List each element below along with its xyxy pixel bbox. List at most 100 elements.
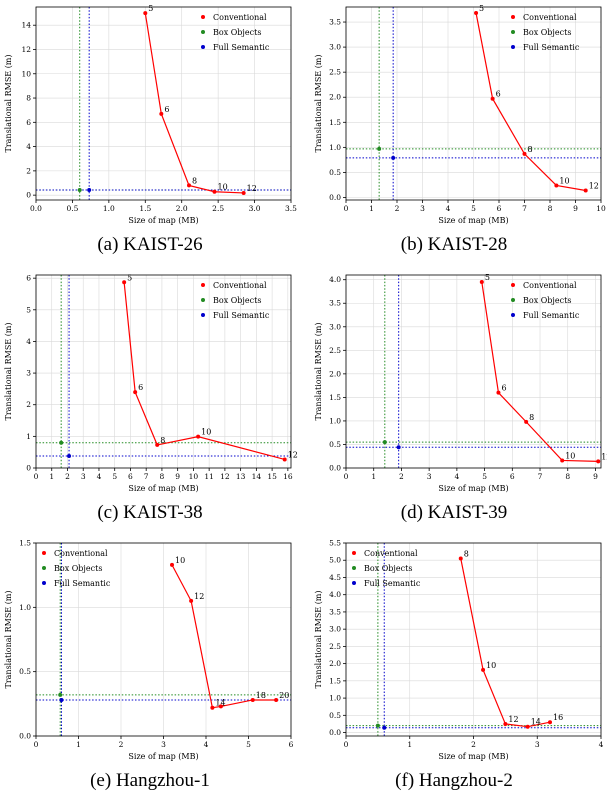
x-axis-label: Size of map (MB): [438, 752, 508, 761]
box-objects-point: [382, 440, 387, 445]
x-tick-label: 14: [252, 472, 262, 481]
y-tick-label: 10: [21, 69, 31, 78]
y-tick-label: 2.5: [329, 68, 341, 77]
y-tick-label: 0.5: [329, 711, 341, 720]
y-tick-label: 0.5: [329, 440, 341, 449]
y-tick-label: 3: [26, 369, 31, 378]
caption-e: (e) Hangzhou-1: [90, 770, 210, 791]
x-tick-label: 4: [454, 472, 459, 481]
conventional-point: [155, 442, 160, 447]
conventional-point-label: 12: [288, 450, 298, 459]
legend-marker: [511, 30, 515, 34]
conventional-point-label: 18: [256, 691, 266, 700]
legend-label: Conventional: [213, 13, 267, 22]
conventional-series-line: [144, 12, 244, 194]
y-tick-label: 3.5: [329, 299, 341, 308]
x-tick-label: 6: [510, 472, 515, 481]
x-tick-label: 10: [596, 204, 606, 213]
y-tick-label: 1.0: [19, 603, 31, 612]
x-tick-label: 8: [565, 472, 570, 481]
x-tick-label: 7: [538, 472, 543, 481]
legend-marker: [42, 566, 46, 570]
legend-marker: [201, 283, 205, 287]
y-tick-label: 3.5: [329, 18, 341, 27]
y-tick-label: 1.5: [19, 539, 31, 548]
y-tick-label: 3.0: [329, 43, 341, 52]
legend-marker: [511, 313, 515, 317]
x-tick-label: 4: [97, 472, 102, 481]
conventional-point: [596, 459, 601, 464]
conventional-point-label: 5: [479, 4, 484, 13]
conventional-series-line: [475, 12, 586, 192]
full-semantic-point: [67, 453, 72, 458]
x-axis-label: Size of map (MB): [128, 216, 198, 225]
legend-marker: [201, 313, 205, 317]
x-tick-label: 0: [344, 740, 349, 749]
x-tick-label: 13: [236, 472, 246, 481]
x-tick-label: 15: [267, 472, 277, 481]
y-tick-label: 0.0: [19, 732, 31, 741]
conventional-point-label: 20: [279, 691, 289, 700]
x-tick-label: 16: [283, 472, 293, 481]
legend-marker: [352, 566, 356, 570]
y-tick-label: 0.0: [329, 464, 341, 473]
y-tick-label: 2: [26, 400, 31, 409]
conventional-point-label: 5: [127, 273, 132, 282]
x-tick-label: 5: [246, 740, 251, 749]
x-tick-label: 2: [395, 204, 400, 213]
conventional-point-label: 10: [559, 176, 569, 185]
conventional-point-label: 8: [529, 413, 534, 422]
x-tick-label: 9: [573, 204, 578, 213]
y-tick-label: 2.5: [329, 346, 341, 355]
plot-frame: [35, 274, 292, 469]
y-tick-label: 3.0: [329, 625, 341, 634]
conventional-point: [560, 458, 565, 463]
x-tick-label: 11: [204, 472, 214, 481]
x-tick-label: 9: [175, 472, 180, 481]
conventional-point-label: 10: [218, 183, 228, 192]
conventional-point-label: 12: [247, 184, 257, 193]
conventional-point: [524, 419, 529, 424]
box-objects-point: [77, 188, 82, 193]
x-axis-label: Size of map (MB): [128, 484, 198, 493]
conventional-point: [522, 151, 527, 156]
y-tick-label: 4.5: [329, 573, 341, 582]
conventional-point-label: 10: [565, 451, 575, 460]
y-tick-label: 1.0: [329, 416, 341, 425]
y-tick-label: 4.0: [329, 590, 341, 599]
y-axis-label: Translational RMSE (m): [4, 590, 13, 688]
conventional-point: [474, 11, 479, 16]
conventional-point: [583, 188, 588, 193]
conventional-point: [133, 390, 138, 395]
caption-b: (b) KAIST-28: [400, 234, 508, 255]
x-tick-label: 2.5: [212, 204, 224, 213]
conventional-point-label: 12: [589, 181, 599, 190]
full-semantic-point: [391, 155, 396, 160]
y-tick-label: 12: [21, 45, 31, 54]
chart-panel-3: 568101201234567890.00.51.01.52.02.53.03.…: [314, 273, 607, 493]
full-semantic-point: [396, 445, 401, 450]
y-tick-label: 4: [26, 337, 31, 346]
conventional-point-label: 12: [601, 452, 607, 461]
x-tick-label: 4: [599, 740, 604, 749]
x-tick-label: 0: [34, 740, 39, 749]
x-tick-label: 1: [369, 204, 374, 213]
y-tick-label: 2.0: [329, 93, 341, 102]
y-tick-label: 0.0: [329, 193, 341, 202]
x-tick-label: 0: [34, 472, 39, 481]
box-objects-point: [377, 146, 382, 151]
full-semantic-point: [87, 188, 92, 193]
legend-label: Box Objects: [523, 28, 571, 37]
conventional-point: [212, 189, 217, 194]
y-tick-label: 14: [21, 21, 31, 30]
conventional-point: [196, 434, 201, 439]
conventional-point: [554, 183, 559, 188]
conventional-point: [218, 704, 223, 709]
y-tick-label: 3.0: [329, 322, 341, 331]
legend-label: Full Semantic: [523, 43, 580, 52]
conventional-point-label: 5: [148, 4, 153, 13]
x-tick-label: 7: [522, 204, 527, 213]
legend-label: Conventional: [523, 13, 577, 22]
